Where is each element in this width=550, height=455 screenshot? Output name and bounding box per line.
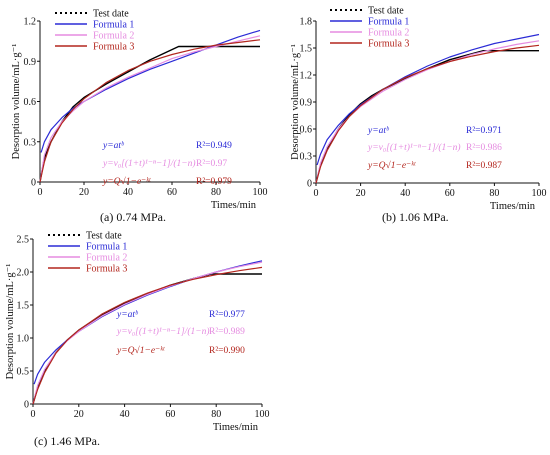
chart-panel-1: 0 20 40 60 80 100 0 0.3 0.6 0.9 1.2 Times/min Desorp… bbox=[11, 9, 268, 225]
y-tick-label: 0.6 bbox=[24, 97, 37, 108]
y-tick-label: 0 bbox=[31, 178, 36, 189]
panel-caption: (b) 1.06 MPa. bbox=[382, 210, 449, 224]
legend-entry: Test date bbox=[86, 231, 122, 242]
x-axis-label: Times/min bbox=[211, 200, 257, 211]
r-squared-value: R²=0.97 bbox=[196, 159, 227, 169]
r-squared-value: R²=0.971 bbox=[466, 126, 502, 136]
series-line-formula-1 bbox=[33, 260, 263, 385]
r-squared-value: R²=0.990 bbox=[209, 346, 245, 356]
y-axis-label: Desorption volume/mL·g⁻¹ bbox=[5, 264, 16, 380]
x-tick-label: 60 bbox=[445, 188, 455, 199]
x-tick-label: 0 bbox=[31, 409, 36, 420]
fit-equation: y=atᵇ bbox=[102, 141, 125, 151]
y-tick-label: 1.0 bbox=[17, 334, 30, 345]
fit-equation: y=atᵇ bbox=[367, 126, 390, 136]
panel-caption: (a) 0.74 MPa. bbox=[100, 210, 166, 224]
y-tick-label: 0.5 bbox=[17, 367, 30, 378]
fit-equation: y=v₀[(1+t)¹⁻ⁿ−1]/(1−n) bbox=[116, 326, 210, 337]
y-tick-label: 2.0 bbox=[17, 268, 30, 279]
x-tick-label: 100 bbox=[532, 188, 547, 199]
x-tick-label: 0 bbox=[38, 187, 43, 198]
r-squared-value: R²=0.949 bbox=[196, 141, 232, 151]
x-tick-label: 80 bbox=[489, 188, 499, 199]
fit-equation: y=Q√1−e⁻ᵏᵗ bbox=[367, 160, 417, 171]
series-line-formula-3 bbox=[39, 39, 261, 183]
axes-frame bbox=[39, 21, 260, 183]
r-squared-value: R²=0.989 bbox=[209, 327, 245, 337]
chart-panel-2: 0 20 40 60 80 100 0 0.3 0.6 0.9 1.2 1.5 1.8 Times/min… bbox=[290, 6, 547, 225]
legend-entry: Formula 3 bbox=[93, 42, 134, 53]
y-tick-label: 1.5 bbox=[17, 301, 30, 312]
r-squared-value: R²=0.979 bbox=[196, 177, 232, 187]
x-tick-label: 100 bbox=[253, 187, 268, 198]
series-line-formula-3 bbox=[315, 44, 540, 184]
x-tick-label: 60 bbox=[167, 187, 177, 198]
legend-entry: Formula 1 bbox=[86, 242, 127, 253]
y-tick-label: 0 bbox=[307, 179, 312, 190]
axes-frame bbox=[315, 21, 539, 184]
panel-caption: (c) 1.46 MPa. bbox=[34, 434, 100, 448]
x-tick-label: 20 bbox=[79, 187, 89, 198]
legend-entry: Formula 2 bbox=[86, 253, 127, 264]
y-tick-label: 1.2 bbox=[24, 17, 37, 28]
legend-entry: Formula 3 bbox=[86, 264, 127, 275]
series-line-formula-2 bbox=[315, 40, 540, 184]
legend-entry: Test date bbox=[93, 9, 129, 20]
x-tick-label: 40 bbox=[400, 188, 410, 199]
series-line-formula-3 bbox=[32, 266, 263, 405]
x-tick-label: 80 bbox=[211, 187, 221, 198]
fit-equation: y=v₀[(1+t)¹⁻ⁿ−1]/(1−n) bbox=[367, 142, 461, 153]
y-tick-label: 0.9 bbox=[300, 98, 313, 109]
x-tick-label: 100 bbox=[255, 409, 270, 420]
x-axis-label: Times/min bbox=[490, 201, 536, 212]
y-tick-label: 1.5 bbox=[300, 44, 313, 55]
y-tick-label: 1.2 bbox=[300, 71, 313, 82]
x-axis-label: Times/min bbox=[213, 422, 259, 433]
legend-entry: Formula 1 bbox=[368, 17, 409, 28]
legend-entry: Formula 3 bbox=[368, 39, 409, 50]
legend-entry: Formula 2 bbox=[368, 28, 409, 39]
y-axis-label: Desorption volume/mL·g⁻¹ bbox=[11, 44, 22, 160]
fit-equation: y=Q√1−e⁻ᵏᵗ bbox=[116, 345, 166, 356]
fit-equation: y=v₀[(1+t)¹⁻ⁿ−1]/(1−n) bbox=[102, 158, 196, 169]
chart-panel-3: 0 20 40 60 80 100 0 0.5 1.0 1.5 2.0 2.5 Times/min Des… bbox=[5, 231, 270, 449]
r-squared-value: R²=0.986 bbox=[466, 143, 502, 153]
series-line-formula-2 bbox=[39, 35, 261, 183]
x-tick-label: 20 bbox=[74, 409, 84, 420]
y-tick-label: 0.3 bbox=[300, 152, 313, 163]
series-line-formula-2 bbox=[32, 261, 263, 405]
series-line-formula-1 bbox=[40, 29, 261, 153]
y-tick-label: 2.5 bbox=[17, 235, 30, 246]
y-tick-label: 0 bbox=[24, 400, 29, 411]
r-squared-value: R²=0.977 bbox=[209, 310, 245, 320]
legend-entry: Formula 1 bbox=[93, 20, 134, 31]
y-tick-label: 0.6 bbox=[300, 125, 313, 136]
fit-equation: y=atᵇ bbox=[116, 310, 139, 320]
x-tick-label: 40 bbox=[120, 409, 130, 420]
y-axis-label: Desorption volume/mL·g⁻¹ bbox=[290, 44, 301, 160]
axes-frame bbox=[32, 239, 262, 405]
legend-entry: Formula 2 bbox=[93, 31, 134, 42]
r-squared-value: R²=0.987 bbox=[466, 161, 502, 171]
y-tick-label: 0.3 bbox=[24, 137, 37, 148]
fit-equation: y=Q√1−e⁻ᵏᵗ bbox=[102, 176, 152, 187]
x-tick-label: 40 bbox=[123, 187, 133, 198]
legend-entry: Test date bbox=[368, 6, 404, 17]
x-tick-label: 80 bbox=[211, 409, 221, 420]
x-tick-label: 20 bbox=[356, 188, 366, 199]
y-tick-label: 1.8 bbox=[300, 17, 313, 28]
x-tick-label: 60 bbox=[165, 409, 175, 420]
y-tick-label: 0.9 bbox=[24, 57, 37, 68]
x-tick-label: 0 bbox=[314, 188, 319, 199]
